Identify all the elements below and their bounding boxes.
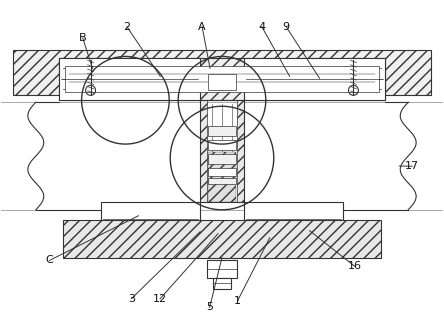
Text: 12: 12 bbox=[153, 294, 167, 304]
Bar bbox=[208, 140, 236, 150]
Bar bbox=[65, 67, 379, 92]
Bar bbox=[63, 220, 381, 258]
Bar bbox=[100, 202, 200, 237]
Bar bbox=[208, 126, 236, 136]
Bar bbox=[237, 100, 244, 202]
Text: 17: 17 bbox=[405, 161, 419, 171]
Bar bbox=[200, 100, 207, 202]
Bar bbox=[207, 259, 237, 277]
Text: 3: 3 bbox=[128, 294, 135, 304]
Bar bbox=[244, 58, 385, 100]
Bar bbox=[59, 58, 385, 100]
Bar bbox=[59, 58, 200, 100]
Text: B: B bbox=[79, 33, 87, 43]
Bar bbox=[13, 51, 431, 95]
Bar bbox=[208, 168, 236, 176]
Text: 16: 16 bbox=[348, 261, 361, 271]
Text: 9: 9 bbox=[282, 22, 289, 32]
Bar bbox=[213, 277, 231, 289]
Bar bbox=[208, 74, 236, 90]
Text: C: C bbox=[46, 255, 53, 265]
Bar bbox=[200, 100, 244, 202]
Text: 1: 1 bbox=[234, 296, 241, 306]
Text: 4: 4 bbox=[258, 22, 266, 32]
Text: 2: 2 bbox=[123, 22, 131, 32]
Bar bbox=[208, 154, 236, 164]
Bar bbox=[208, 178, 236, 184]
Bar bbox=[208, 152, 236, 202]
Text: A: A bbox=[198, 22, 206, 32]
Bar bbox=[244, 202, 344, 237]
Text: 5: 5 bbox=[206, 303, 213, 312]
